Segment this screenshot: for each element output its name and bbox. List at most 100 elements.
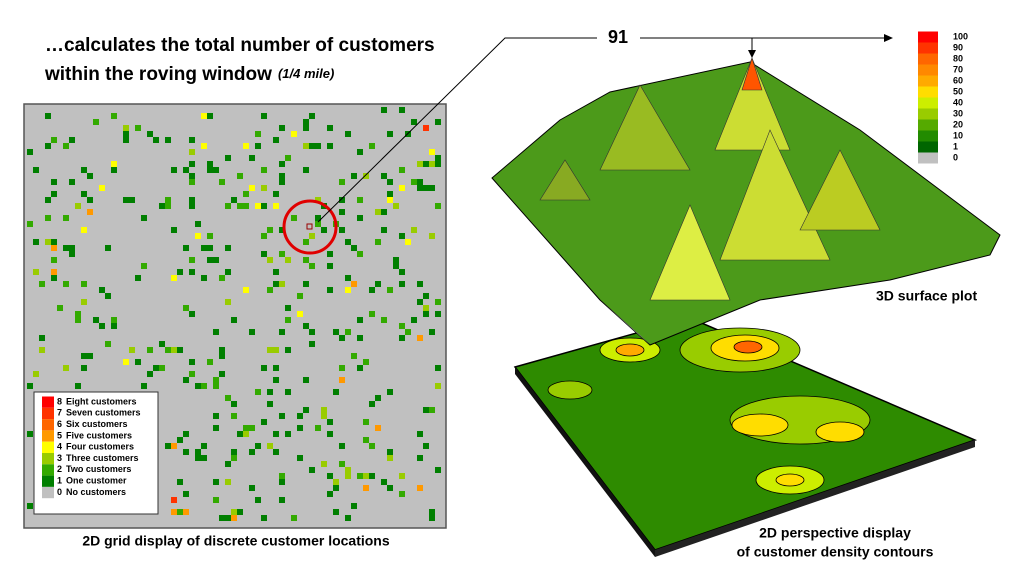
cell [231,401,237,407]
cell [123,125,129,131]
cell [189,311,195,317]
legend-swatch [42,475,54,487]
cell [165,203,171,209]
cell [315,215,321,221]
cell [33,371,39,377]
cell [165,443,171,449]
cell [45,197,51,203]
legend-label: Five customers [66,430,132,440]
cell [303,239,309,245]
cell [189,179,195,185]
cell [63,245,69,251]
legend-swatch [42,430,54,442]
cell [207,167,213,173]
cell [243,143,249,149]
cell [249,449,255,455]
legend-swatch [918,130,938,142]
cell [387,287,393,293]
cell [27,383,33,389]
cell [219,275,225,281]
cell [291,131,297,137]
cell [45,143,51,149]
cell [369,401,375,407]
contour [547,380,593,400]
contour [815,421,865,443]
cell [45,215,51,221]
cell [51,239,57,245]
cell [171,443,177,449]
cell [423,185,429,191]
roving-window [282,199,338,255]
cell [279,281,285,287]
cell [201,143,207,149]
cell [363,485,369,491]
cell [273,203,279,209]
cell [357,317,363,323]
cell [147,131,153,137]
cell [399,233,405,239]
cell [345,287,351,293]
cell [339,179,345,185]
cell [189,269,195,275]
legend-label: Three customers [66,453,139,463]
cell [189,371,195,377]
cell [51,245,57,251]
cell [261,251,267,257]
cell [429,185,435,191]
cell [261,203,267,209]
legend-value: 30 [953,108,963,118]
cell [129,197,135,203]
cell [183,305,189,311]
cell [225,299,231,305]
cell [237,173,243,179]
cell [255,131,261,137]
cell [201,455,207,461]
cell [429,509,435,515]
cell [213,257,219,263]
cell [357,251,363,257]
cell [321,227,327,233]
cell [225,203,231,209]
legend-count: 7 [57,408,62,418]
cell [135,359,141,365]
cell [81,353,87,359]
legend-swatch [918,75,938,87]
cell [111,167,117,173]
cell [345,329,351,335]
title-note: (1/4 mile) [278,66,334,81]
cell [339,443,345,449]
legend-swatch [918,119,938,131]
cell [285,155,291,161]
cell [363,419,369,425]
contour [775,473,805,487]
cell [285,317,291,323]
cell [27,149,33,155]
cell [303,143,309,149]
cell [165,137,171,143]
cell [417,281,423,287]
cell [345,275,351,281]
cell [255,203,261,209]
cell [333,485,339,491]
cell [411,119,417,125]
cell [33,269,39,275]
cell [165,197,171,203]
cell [435,161,441,167]
cell [147,371,153,377]
cell [27,221,33,227]
cell [339,335,345,341]
cell [123,197,129,203]
cell [393,257,399,263]
cell [261,365,267,371]
cell [195,455,201,461]
cell [399,107,405,113]
cell [351,245,357,251]
cell [357,197,363,203]
cell [243,191,249,197]
cell [339,209,345,215]
cell [111,113,117,119]
cell [183,491,189,497]
cell [69,179,75,185]
cell [219,353,225,359]
